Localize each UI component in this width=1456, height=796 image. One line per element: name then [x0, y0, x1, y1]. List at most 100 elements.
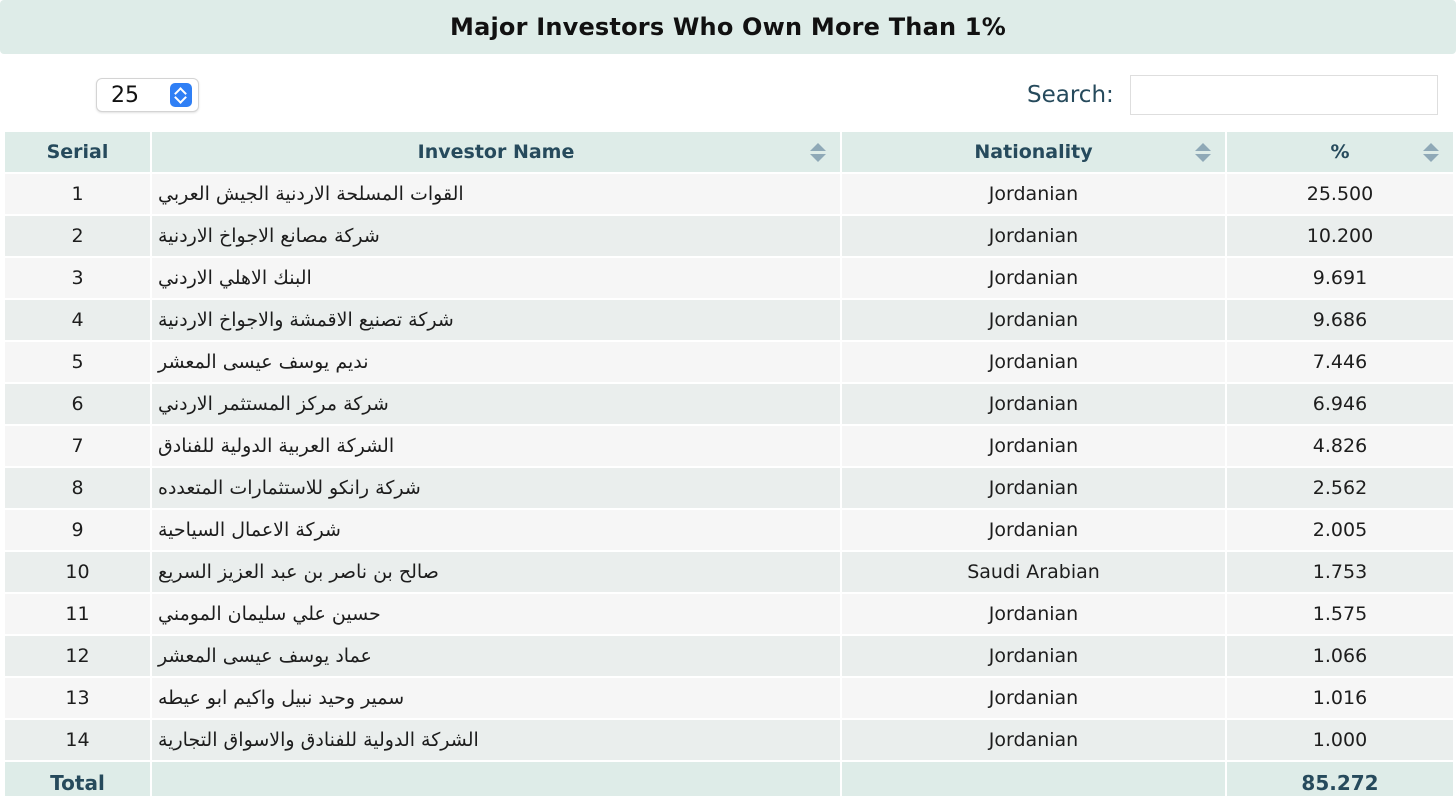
cell-investor-name: القوات المسلحة الاردنية الجيش العربي: [152, 174, 840, 216]
cell-serial: 9: [5, 510, 150, 552]
cell-serial: 10: [5, 552, 150, 594]
cell-serial: 4: [5, 300, 150, 342]
cell-investor-name: شركة رانكو للاستثمارات المتعدده: [152, 468, 840, 510]
footer-empty-cell: [842, 762, 1225, 796]
table-row: 7 الشركة العربية الدولية للفنادق Jordanian…: [5, 426, 1453, 468]
cell-percent: 1.000: [1227, 720, 1453, 762]
table-row: 5 نديم يوسف عيسى المعشر Jordanian 7.446: [5, 342, 1453, 384]
page-title: Major Investors Who Own More Than 1%: [450, 13, 1006, 41]
total-percent: 85.272: [1227, 762, 1453, 796]
cell-nationality: Saudi Arabian: [842, 552, 1225, 594]
column-header-investor-name[interactable]: Investor Name: [152, 132, 840, 174]
cell-investor-name: شركة تصنيع الاقمشة والاجواخ الاردنية: [152, 300, 840, 342]
cell-investor-name: البنك الاهلي الاردني: [152, 258, 840, 300]
cell-investor-name: عماد يوسف عيسى المعشر: [152, 636, 840, 678]
cell-serial: 13: [5, 678, 150, 720]
table-row: 8 شركة رانكو للاستثمارات المتعدده Jordania…: [5, 468, 1453, 510]
column-header-label: Investor Name: [417, 141, 575, 163]
cell-serial: 5: [5, 342, 150, 384]
investor-name-text: الشركة الدولية للفنادق والاسواق التجارية: [158, 729, 479, 751]
table-row: 11 حسين علي سليمان المومني Jordanian 1.575: [5, 594, 1453, 636]
investor-name-text: حسين علي سليمان المومني: [158, 603, 381, 625]
cell-percent: 25.500: [1227, 174, 1453, 216]
title-bar: Major Investors Who Own More Than 1%: [0, 0, 1456, 54]
table-row: 10 صالح بن ناصر بن عبد العزيز السريع Saudi…: [5, 552, 1453, 594]
investor-name-text: شركة تصنيع الاقمشة والاجواخ الاردنية: [158, 309, 454, 331]
sort-both-icon: [1195, 143, 1211, 163]
search-input[interactable]: [1130, 75, 1438, 115]
investor-name-text: شركة مركز المستثمر الاردني: [158, 393, 389, 415]
cell-investor-name: شركة الاعمال السياحية: [152, 510, 840, 552]
column-header-percent[interactable]: %: [1227, 132, 1453, 174]
search-label: Search:: [1027, 82, 1114, 108]
column-header-label: %: [1330, 141, 1350, 163]
cell-nationality: Jordanian: [842, 300, 1225, 342]
table-header-row: Serial Investor Name Nationality %: [5, 132, 1453, 174]
cell-nationality: Jordanian: [842, 510, 1225, 552]
table-row: 13 سمير وحيد نبيل واكيم ابو عيطه Jordanian…: [5, 678, 1453, 720]
cell-investor-name: سمير وحيد نبيل واكيم ابو عيطه: [152, 678, 840, 720]
cell-serial: 14: [5, 720, 150, 762]
cell-investor-name: حسين علي سليمان المومني: [152, 594, 840, 636]
cell-nationality: Jordanian: [842, 342, 1225, 384]
cell-serial: 3: [5, 258, 150, 300]
cell-percent: 1.066: [1227, 636, 1453, 678]
cell-percent: 2.005: [1227, 510, 1453, 552]
column-header-label: Serial: [46, 141, 109, 163]
cell-serial: 8: [5, 468, 150, 510]
page-length-value: 25: [111, 82, 139, 108]
cell-investor-name: الشركة الدولية للفنادق والاسواق التجارية: [152, 720, 840, 762]
investor-name-text: القوات المسلحة الاردنية الجيش العربي: [158, 183, 464, 205]
cell-serial: 11: [5, 594, 150, 636]
cell-nationality: Jordanian: [842, 384, 1225, 426]
cell-percent: 10.200: [1227, 216, 1453, 258]
table-row: 6 شركة مركز المستثمر الاردني Jordanian 6.94…: [5, 384, 1453, 426]
column-header-label: Nationality: [974, 141, 1093, 163]
investor-name-text: شركة مصانع الاجواخ الاردنية: [158, 225, 380, 247]
cell-nationality: Jordanian: [842, 594, 1225, 636]
cell-investor-name: شركة مصانع الاجواخ الاردنية: [152, 216, 840, 258]
cell-percent: 9.686: [1227, 300, 1453, 342]
table-row: 2 شركة مصانع الاجواخ الاردنية Jordanian 10.…: [5, 216, 1453, 258]
investor-name-text: البنك الاهلي الاردني: [158, 267, 312, 289]
investor-name-text: الشركة العربية الدولية للفنادق: [158, 435, 395, 457]
cell-investor-name: نديم يوسف عيسى المعشر: [152, 342, 840, 384]
investors-table: Serial Investor Name Nationality % 1 القو…: [3, 132, 1455, 796]
cell-serial: 6: [5, 384, 150, 426]
cell-nationality: Jordanian: [842, 426, 1225, 468]
cell-investor-name: شركة مركز المستثمر الاردني: [152, 384, 840, 426]
cell-nationality: Jordanian: [842, 720, 1225, 762]
investor-name-text: صالح بن ناصر بن عبد العزيز السريع: [158, 561, 439, 583]
cell-nationality: Jordanian: [842, 216, 1225, 258]
cell-percent: 7.446: [1227, 342, 1453, 384]
column-header-nationality[interactable]: Nationality: [842, 132, 1225, 174]
cell-investor-name: الشركة العربية الدولية للفنادق: [152, 426, 840, 468]
cell-nationality: Jordanian: [842, 468, 1225, 510]
table-row: 14 الشركة الدولية للفنادق والاسواق التجار…: [5, 720, 1453, 762]
cell-nationality: Jordanian: [842, 258, 1225, 300]
table-row: 9 شركة الاعمال السياحية Jordanian 2.005: [5, 510, 1453, 552]
cell-percent: 1.575: [1227, 594, 1453, 636]
investor-name-text: عماد يوسف عيسى المعشر: [158, 645, 372, 667]
investor-name-text: شركة رانكو للاستثمارات المتعدده: [158, 477, 421, 499]
cell-serial: 7: [5, 426, 150, 468]
cell-nationality: Jordanian: [842, 636, 1225, 678]
investor-name-text: شركة الاعمال السياحية: [158, 519, 341, 541]
cell-nationality: Jordanian: [842, 678, 1225, 720]
cell-serial: 12: [5, 636, 150, 678]
column-header-serial[interactable]: Serial: [5, 132, 150, 174]
footer-empty-cell: [152, 762, 840, 796]
cell-percent: 1.016: [1227, 678, 1453, 720]
cell-serial: 1: [5, 174, 150, 216]
cell-percent: 1.753: [1227, 552, 1453, 594]
table-row: 12 عماد يوسف عيسى المعشر Jordanian 1.066: [5, 636, 1453, 678]
investor-name-text: سمير وحيد نبيل واكيم ابو عيطه: [158, 687, 405, 709]
investor-name-text: نديم يوسف عيسى المعشر: [158, 351, 369, 373]
page-length-select[interactable]: 25: [96, 78, 199, 112]
sort-both-icon: [810, 143, 826, 163]
chevron-updown-icon: [170, 83, 192, 107]
table-row: 3 البنك الاهلي الاردني Jordanian 9.691: [5, 258, 1453, 300]
cell-percent: 9.691: [1227, 258, 1453, 300]
table-row: 4 شركة تصنيع الاقمشة والاجواخ الاردنية Jor…: [5, 300, 1453, 342]
cell-percent: 2.562: [1227, 468, 1453, 510]
